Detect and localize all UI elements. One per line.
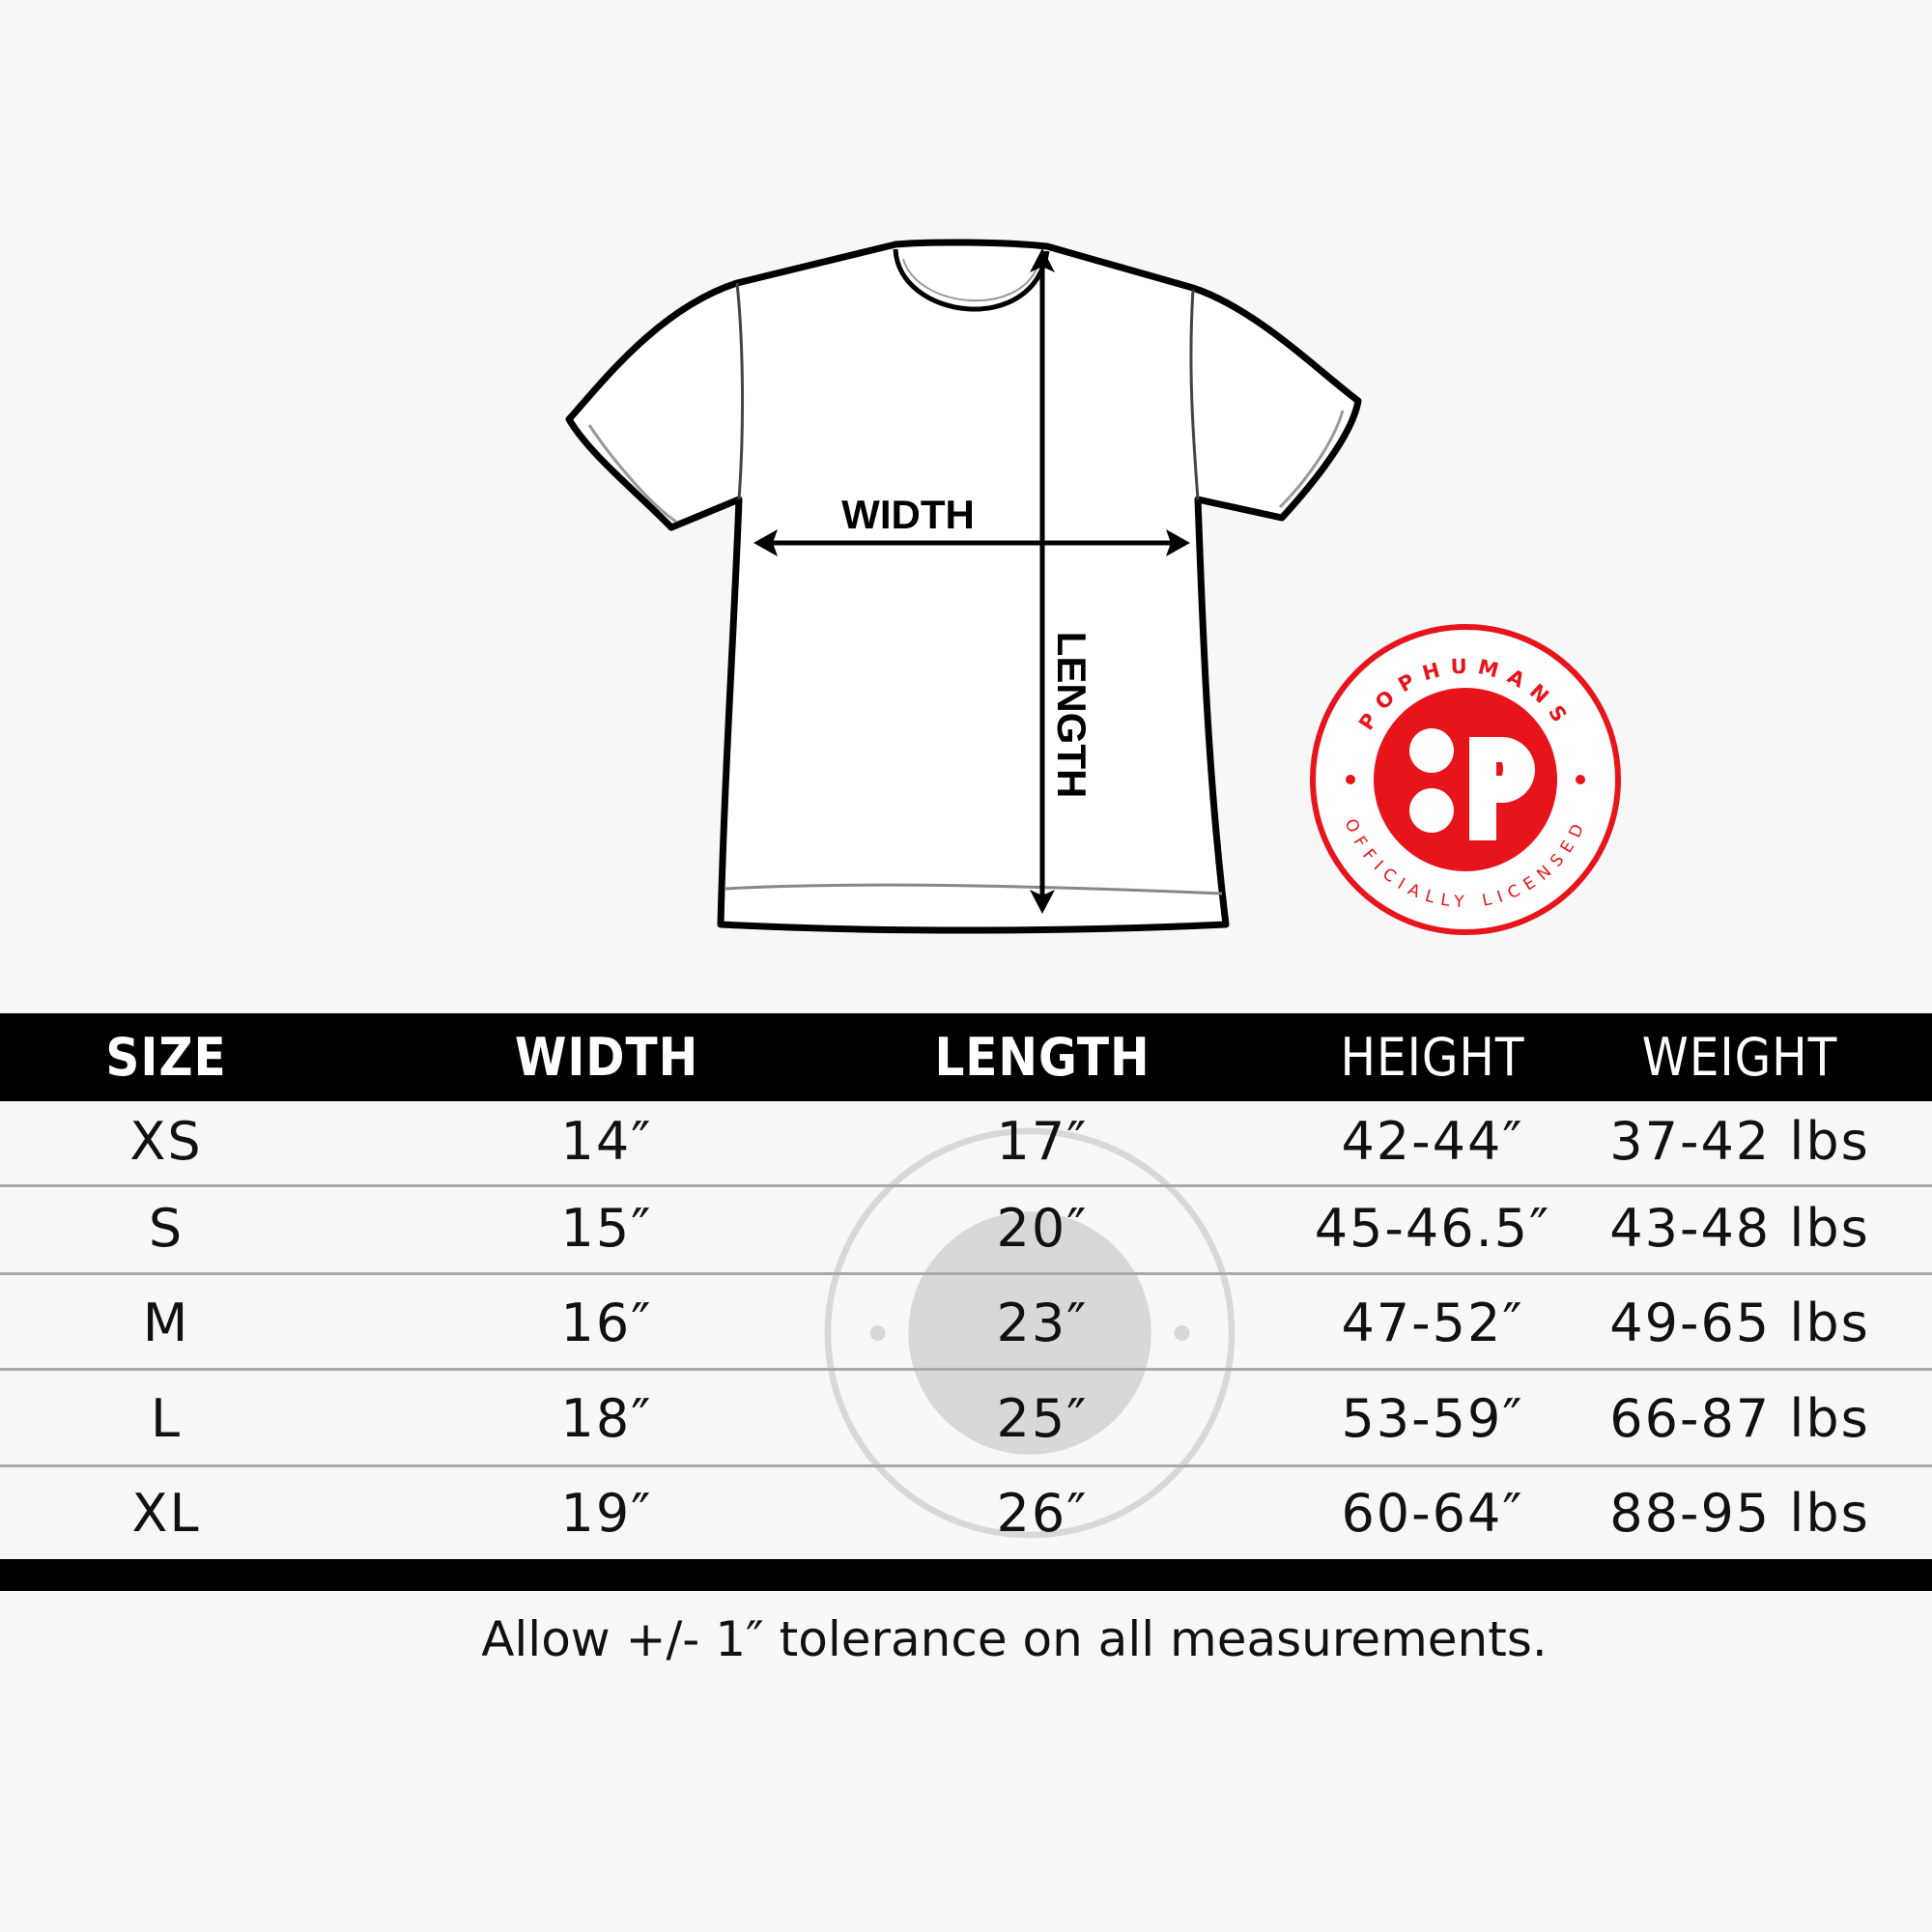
header-weight: WEIGHT xyxy=(1641,1027,1838,1088)
row-divider xyxy=(0,1368,1932,1371)
length-label: LENGTH xyxy=(1049,632,1094,799)
size-table-header: SIZE WIDTH LENGTH HEIGHT WEIGHT xyxy=(0,1013,1932,1101)
height-cell: 53-59″ xyxy=(1341,1388,1524,1449)
height-cell: 47-52″ xyxy=(1341,1293,1524,1353)
width-cell: 19″ xyxy=(560,1483,653,1544)
weight-cell: 43-48 lbs xyxy=(1609,1198,1870,1259)
length-cell: 25″ xyxy=(996,1388,1089,1449)
length-cell: 26″ xyxy=(996,1483,1089,1544)
row-divider xyxy=(0,1184,1932,1187)
size-cell: L xyxy=(150,1388,183,1449)
header-size: SIZE xyxy=(105,1027,227,1088)
size-cell: XS xyxy=(129,1111,203,1172)
weight-cell: 66-87 lbs xyxy=(1609,1388,1870,1449)
header-width: WIDTH xyxy=(514,1027,699,1088)
tolerance-note: Allow +/- 1″ tolerance on all measuremen… xyxy=(481,1611,1548,1667)
height-cell: 45-46.5″ xyxy=(1314,1198,1551,1259)
height-cell: 42-44″ xyxy=(1341,1111,1524,1172)
tshirt-outline xyxy=(565,239,1362,934)
size-cell: M xyxy=(142,1293,190,1353)
tshirt-collar xyxy=(893,248,1050,312)
size-cell: S xyxy=(148,1198,185,1259)
width-label: WIDTH xyxy=(841,492,975,537)
width-cell: 18″ xyxy=(560,1388,653,1449)
weight-cell: 88-95 lbs xyxy=(1609,1483,1870,1544)
weight-cell: 37-42 lbs xyxy=(1609,1111,1870,1172)
height-cell: 60-64″ xyxy=(1341,1483,1524,1544)
tshirt-diagram: WIDTH LENGTH xyxy=(565,239,1362,934)
length-cell: 23″ xyxy=(996,1293,1089,1353)
width-cell: 14″ xyxy=(560,1111,653,1172)
row-divider xyxy=(0,1464,1932,1467)
width-cell: 16″ xyxy=(560,1293,653,1353)
weight-cell: 49-65 lbs xyxy=(1609,1293,1870,1353)
header-height: HEIGHT xyxy=(1340,1027,1525,1088)
row-divider xyxy=(0,1272,1932,1275)
length-cell: 17″ xyxy=(996,1111,1089,1172)
header-length: LENGTH xyxy=(934,1027,1151,1088)
size-cell: XL xyxy=(131,1483,201,1544)
width-cell: 15″ xyxy=(560,1198,653,1259)
table-bottom-bar xyxy=(0,1559,1932,1591)
length-cell: 20″ xyxy=(996,1198,1089,1259)
pophumans-logo: POPHUMANS OFFICIALLY LICENSED xyxy=(1310,624,1621,935)
